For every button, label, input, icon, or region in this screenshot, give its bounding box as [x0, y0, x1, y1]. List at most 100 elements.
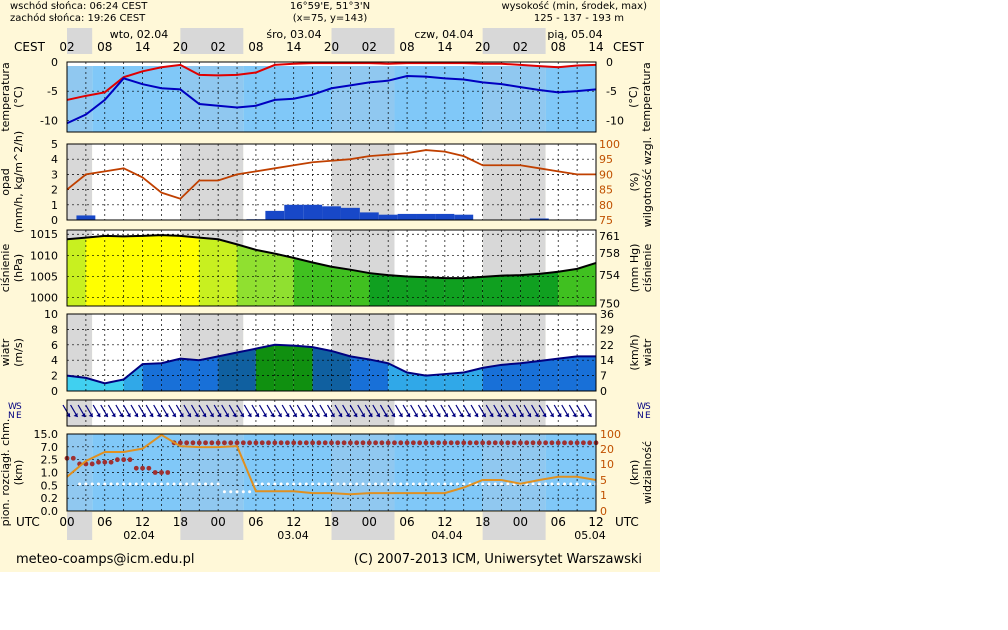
precip-bar — [303, 204, 323, 220]
pressure-fill — [199, 237, 219, 306]
cloud-base-dot — [569, 482, 573, 486]
cloud-base-dot — [222, 490, 226, 494]
hour-label-top: 08 — [97, 40, 112, 54]
wind-arrow-head — [171, 413, 176, 417]
pressure-tick-left: 1005 — [30, 270, 58, 283]
wind-tick-left: 2 — [51, 370, 58, 383]
wind-fill — [67, 375, 86, 391]
cloud-top-dot — [203, 440, 208, 446]
pressure-fill — [142, 235, 162, 306]
cloud-base-dot — [392, 482, 396, 486]
precip-axis-unit: (mm/h, kg/m^2/h) — [12, 131, 25, 233]
cloud-base-dot — [141, 482, 145, 486]
day-band — [545, 144, 596, 220]
humidity-axis-label: wilgotność wzgl. — [641, 137, 654, 227]
cloud-top-dot — [247, 440, 253, 446]
wind-arrow-head — [360, 413, 365, 417]
cloud-top-dot — [442, 440, 448, 446]
wind-arrow-head — [345, 413, 350, 417]
cloud-top-dot — [511, 440, 517, 446]
cloud-top-dot — [480, 440, 486, 446]
wind-arrow-head — [368, 413, 373, 417]
cloud-top-dot — [530, 440, 536, 446]
cloud-base-dot — [481, 482, 485, 486]
temp-tick-right: -5 — [606, 85, 617, 98]
cloud-base-dot — [330, 482, 333, 486]
cloud-top-dot — [410, 440, 416, 446]
cloud-top-dot — [259, 440, 265, 446]
cloud-base-dot — [323, 482, 327, 486]
wind-fill — [293, 345, 313, 391]
cloud-base-dot — [241, 490, 245, 494]
wind-arrow-head — [353, 413, 358, 417]
wind-tick-right: 14 — [600, 354, 614, 367]
footer-copyright: (C) 2007-2013 ICM, Uniwersytet Warszawsk… — [354, 552, 642, 567]
cloud-base-dot — [134, 482, 138, 486]
cloud-top-dot — [177, 440, 183, 446]
precip-bar — [76, 215, 96, 220]
cloud-base-dot — [380, 482, 384, 486]
cloud-top-dot — [165, 470, 171, 475]
precip-bar — [322, 206, 341, 220]
cloud-base-dot — [386, 482, 390, 486]
wind-fill — [350, 356, 370, 391]
wind-arrow-head — [164, 413, 169, 417]
cloud-top-dot — [159, 470, 164, 475]
cloud-base-dot — [147, 482, 151, 486]
hour-label-top: 20 — [475, 40, 490, 54]
cloud-base-dot — [544, 482, 548, 486]
cloud-top-dot — [190, 440, 196, 446]
cloud-base-dot — [279, 482, 283, 486]
precip-tick: 4 — [51, 153, 58, 166]
wind-arrow-head — [179, 413, 184, 417]
cloud-top-dot — [341, 440, 347, 446]
cloud-base-dot — [374, 482, 378, 486]
cloud-top-dot — [108, 459, 114, 465]
cloud-top-dot — [347, 440, 353, 446]
wind-fill — [539, 358, 559, 391]
day-label-bottom: 04.04 — [431, 529, 463, 542]
wind-arrow-head — [564, 413, 569, 417]
pressure-fill — [123, 235, 143, 306]
wind-tick-right: 29 — [600, 323, 614, 336]
cloud-top-dot — [587, 440, 593, 446]
top-night-band — [482, 28, 546, 54]
cloud-tick: 0.2 — [41, 492, 59, 505]
cloud-top-dot — [209, 440, 215, 446]
wind-fill — [180, 358, 200, 391]
wind-fill — [237, 348, 256, 391]
hour-labels-top: 02 08 14 20 02 08 14 20 02 08 14 20 02 08 14 — [59, 40, 603, 54]
cloud-base-dot — [563, 482, 567, 486]
cloud-top-dot — [486, 440, 492, 446]
sunset-text: zachód słońca: 19:26 CEST — [10, 12, 146, 24]
cloud-base-dot — [506, 482, 510, 486]
pressure-tick-right: 761 — [599, 230, 620, 243]
hour-label-top: 14 — [135, 40, 150, 54]
bottom-night-band — [331, 512, 395, 540]
wind-arrow-head — [270, 413, 275, 417]
cloud-top-dot — [524, 440, 530, 446]
cloud-base-dot — [292, 482, 296, 486]
wind-arrow-head — [156, 413, 161, 417]
cloud-top-dot — [266, 440, 271, 446]
cloud-top-dot — [102, 459, 108, 465]
cloud-base-dot — [348, 482, 352, 486]
cloud-top-dot — [549, 440, 555, 446]
hour-label-bottom: 18 — [324, 515, 339, 529]
pressure-tick-right: 758 — [599, 247, 620, 260]
precip-tick: 1 — [51, 199, 58, 212]
precip-bar — [378, 214, 398, 220]
wind-arrow-head — [232, 413, 237, 417]
cloud-top-dot — [448, 440, 454, 446]
hour-label-bottom: 12 — [588, 515, 603, 529]
bottom-night-band — [482, 512, 546, 540]
hour-label-bottom: 12 — [286, 515, 301, 529]
wind-arrow-head — [466, 413, 471, 417]
pressure-tick-left: 1000 — [30, 292, 58, 305]
wind-arrow-head — [73, 413, 78, 417]
wind-arrow-head — [134, 413, 139, 417]
cloud-base-dot — [248, 490, 252, 494]
top-night-band — [67, 28, 93, 54]
cloud-top-dot — [379, 440, 385, 446]
